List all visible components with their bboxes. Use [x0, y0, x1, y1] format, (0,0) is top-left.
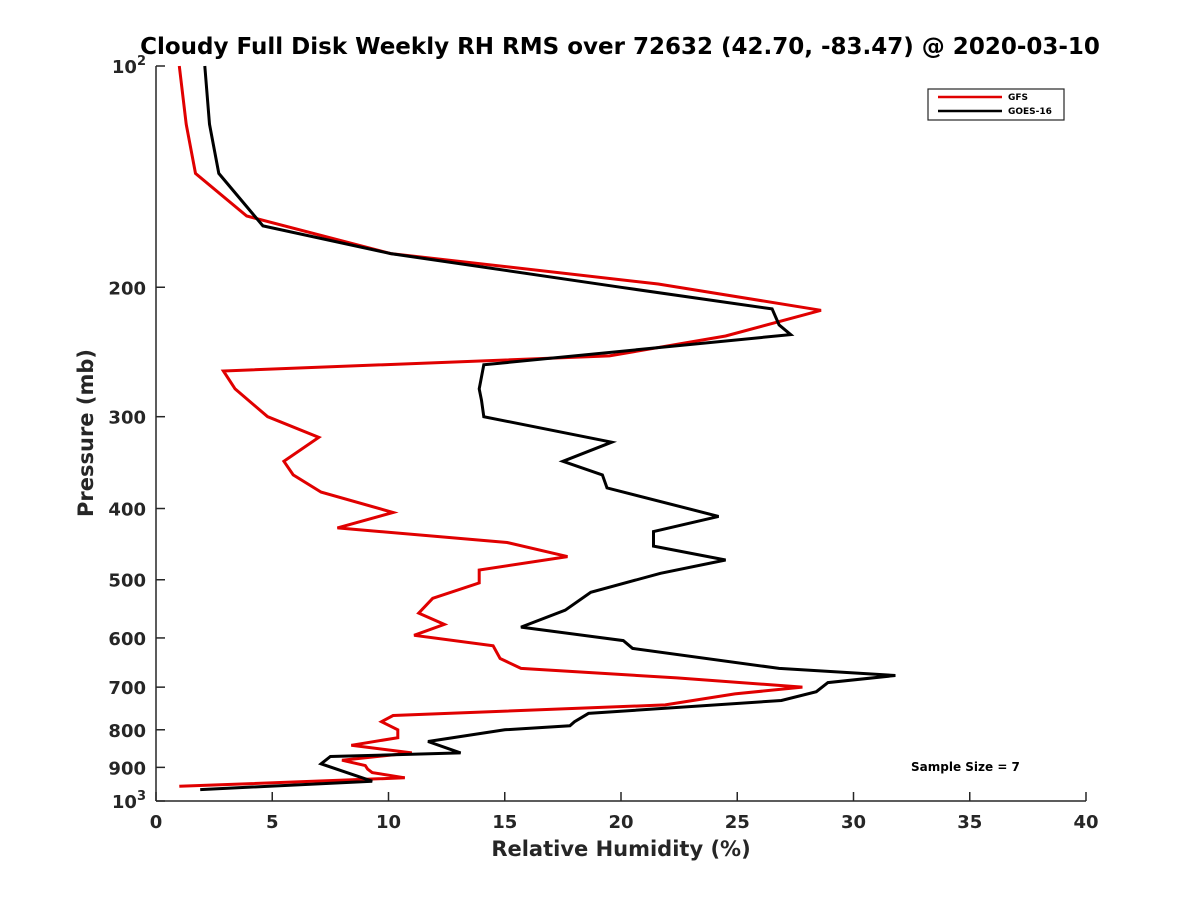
y-tick-label: 200: [108, 278, 146, 299]
legend-label-goes16: GOES-16: [1008, 107, 1052, 117]
x-tick-label: 40: [1073, 812, 1098, 833]
y-ticks: 102 200 300 400 500 600 700 800 900 103: [108, 54, 165, 813]
series-line-goes16: [200, 65, 896, 792]
y-tick-label: 300: [108, 408, 146, 429]
y-tick-exponent: 2: [137, 54, 146, 69]
x-tick-label: 30: [841, 812, 866, 833]
y-tick-label: 500: [108, 571, 146, 592]
x-tick-label: 10: [376, 812, 401, 833]
y-axis-label: Pressure (mb): [74, 349, 98, 517]
legend-label-gfs: GFS: [1008, 93, 1028, 103]
x-tick-label: 15: [492, 812, 517, 833]
chart-title: Cloudy Full Disk Weekly RH RMS over 7263…: [140, 34, 1100, 60]
x-ticks: 0 5 10 15 20 25 30 35 40: [150, 792, 1099, 833]
legend-box: [927, 88, 1065, 121]
y-tick-exponent: 3: [137, 789, 146, 804]
y-tick-label: 102: [112, 54, 146, 78]
x-tick-label: 35: [957, 812, 982, 833]
sample-size-annotation: Sample Size = 7: [911, 760, 1020, 774]
y-tick-label: 103: [112, 789, 146, 813]
x-tick-label: 5: [266, 812, 279, 833]
y-tick-label: 700: [108, 678, 146, 699]
y-tick-label: 900: [108, 758, 146, 779]
x-tick-label: 20: [608, 812, 633, 833]
series-lines: [177, 65, 896, 792]
y-tick-label: 600: [108, 629, 146, 650]
x-axis-label: Relative Humidity (%): [491, 837, 750, 861]
legend: GFS GOES-16: [927, 88, 1065, 121]
plot-area: [155, 66, 1086, 802]
y-tick-label: 400: [108, 500, 146, 521]
y-tick-label: 800: [108, 721, 146, 742]
x-tick-label: 25: [725, 812, 750, 833]
series-line-gfs: [177, 65, 822, 788]
x-tick-label: 0: [150, 812, 163, 833]
